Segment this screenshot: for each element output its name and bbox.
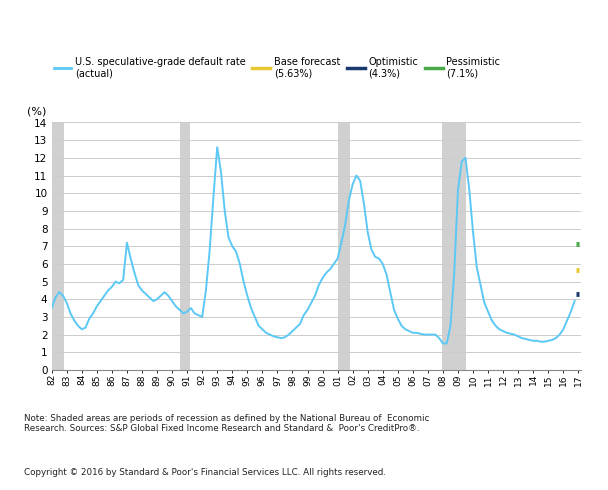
Bar [442, 122, 466, 370]
Text: (%): (%) [27, 106, 47, 116]
Bar [48, 122, 64, 370]
Text: Note: Shaded areas are periods of recession as defined by the National Bureau of: Note: Shaded areas are periods of recess… [24, 414, 430, 434]
Text: U.S. Trailing-12-Month  Speculative-Grade Default Rate And June 2017 Forecast: U.S. Trailing-12-Month Speculative-Grade… [24, 12, 584, 25]
Bar [179, 122, 190, 370]
Bar [337, 122, 350, 370]
Legend: U.S. speculative-grade default rate
(actual), Base forecast
(5.63%), Optimistic
: U.S. speculative-grade default rate (act… [54, 57, 500, 78]
Text: Copyright © 2016 by Standard & Poor's Financial Services LLC. All rights reserve: Copyright © 2016 by Standard & Poor's Fi… [24, 468, 386, 477]
